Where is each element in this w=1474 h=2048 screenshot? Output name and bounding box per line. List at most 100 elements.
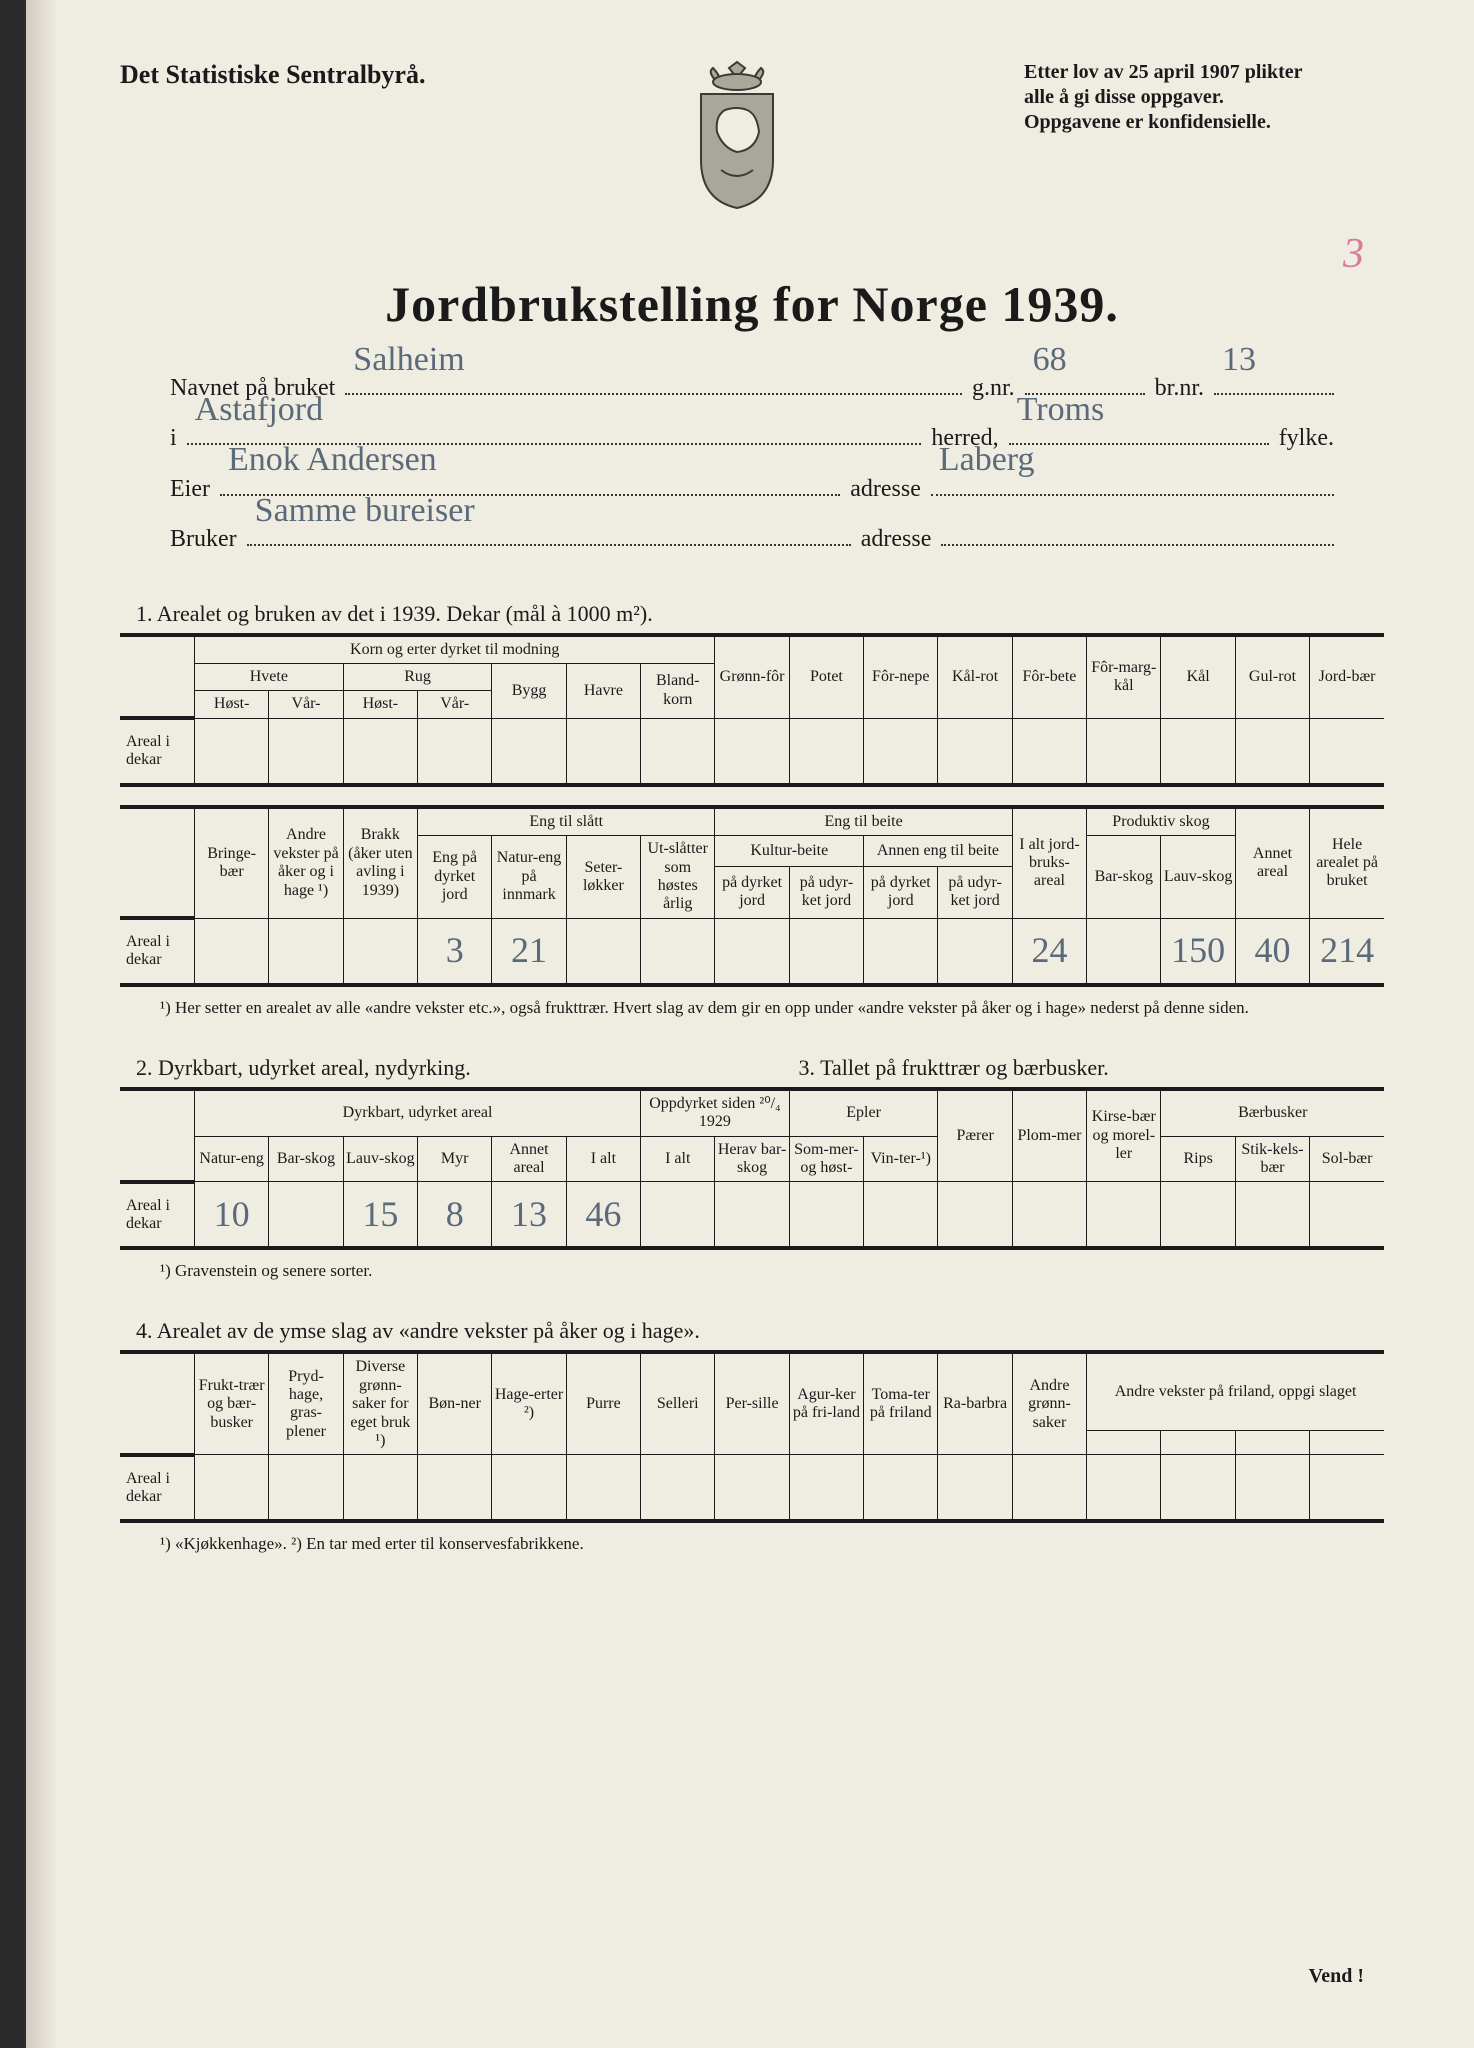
vend-instruction: Vend ! xyxy=(1309,1965,1364,1988)
coat-of-arms-emblem xyxy=(677,60,797,215)
th-annen-beite: Annen eng til beite xyxy=(864,836,1013,867)
th-plommer: Plom-mer xyxy=(1012,1089,1086,1182)
th2-myr: Myr xyxy=(418,1136,492,1182)
pink-stamp-number: 3 xyxy=(1343,230,1364,278)
th-prod-skog: Produktiv skog xyxy=(1087,807,1236,836)
footnote-4: ¹) «Kjøkkenhage». ²) En tar med erter ti… xyxy=(160,1533,1384,1555)
th-eng-slaatt: Eng til slått xyxy=(418,807,715,836)
navnet-value: Salheim xyxy=(353,324,464,395)
th4-diverse: Diverse grønn-saker for eget bruk ¹) xyxy=(343,1352,417,1454)
census-form-page: Det Statistiske Sentralbyrå. Etter lov a… xyxy=(0,0,1474,2048)
th2-barskog: Bar-skog xyxy=(269,1136,343,1182)
th-bygg: Bygg xyxy=(492,663,566,718)
th-ab-dyrket: på dyrket jord xyxy=(864,867,938,919)
th-kulturbeite: Kultur-beite xyxy=(715,836,864,867)
th2-natureng: Natur-eng xyxy=(195,1136,269,1182)
brnr-label: br.nr. xyxy=(1155,363,1204,413)
th4-prydhage: Pryd-hage, gras-plener xyxy=(269,1352,343,1454)
brnr-value: 13 xyxy=(1222,324,1256,395)
th-rug-var: Vår- xyxy=(418,691,492,718)
th-dyrkbart-group: Dyrkbart, udyrket areal xyxy=(195,1089,641,1136)
th-hvete-host: Høst- xyxy=(195,691,269,718)
v-natureng: 21 xyxy=(492,918,566,985)
th3-rips: Rips xyxy=(1161,1136,1235,1182)
v2-myr: 8 xyxy=(418,1182,492,1249)
th4-andre-friland: Andre vekster på friland, oppgi slaget xyxy=(1087,1352,1384,1430)
law-line-1: Etter lov av 25 april 1907 plikter xyxy=(1024,60,1384,85)
th-paerer: Pærer xyxy=(938,1089,1012,1182)
th-havre: Havre xyxy=(566,663,640,718)
eier-adresse-value: Laberg xyxy=(939,424,1035,495)
th4-purre: Purre xyxy=(566,1352,640,1454)
th-epler: Epler xyxy=(789,1089,938,1136)
th-eng-dyrket: Eng på dyrket jord xyxy=(418,836,492,919)
section-3-heading: 3. Tallet på frukttrær og bærbusker. xyxy=(768,1055,1385,1081)
th3-sommer: Som-mer-og høst- xyxy=(789,1136,863,1182)
th-hvete: Hvete xyxy=(195,663,344,690)
th4-andre-gronn: Andre grønn-saker xyxy=(1012,1352,1086,1454)
section-4-heading: 4. Arealet av de ymse slag av «andre vek… xyxy=(136,1318,1384,1344)
th4-rabarbra: Ra-barbra xyxy=(938,1352,1012,1454)
line-bruker: Bruker Samme bureiser adresse xyxy=(170,514,1334,564)
th-hvete-var: Vår- xyxy=(269,691,343,718)
th2-opp-herav: Herav bar-skog xyxy=(715,1136,789,1182)
th-kirsebaer: Kirse-bær og morel-ler xyxy=(1087,1089,1161,1182)
th2-lauvskog: Lauv-skog xyxy=(343,1136,417,1182)
th-brakk: Brakk (åker uten avling i 1939) xyxy=(343,807,417,918)
law-note: Etter lov av 25 april 1907 plikter alle … xyxy=(1024,60,1384,135)
th-gulrot: Gul-rot xyxy=(1235,635,1309,719)
th-kb-udyrket: på udyr-ket jord xyxy=(789,867,863,919)
th-korn-group: Korn og erter dyrket til modning xyxy=(195,635,715,664)
th-jordbaer: Jord-bær xyxy=(1310,635,1384,719)
rowlabel-4: Areal i dekar xyxy=(120,1455,195,1522)
th4-persille: Per-sille xyxy=(715,1352,789,1454)
v2-annet: 13 xyxy=(492,1182,566,1249)
th-potet: Potet xyxy=(789,635,863,719)
v2-ialt: 46 xyxy=(566,1182,640,1249)
line-navnet: Navnet på bruket Salheim g.nr. 68 br.nr.… xyxy=(170,363,1334,413)
th4-bonner: Bøn-ner xyxy=(418,1352,492,1454)
section-1-heading: 1. Arealet og bruken av det i 1939. Deka… xyxy=(136,601,1384,627)
table-2-3: Dyrkbart, udyrket areal Oppdyrket siden … xyxy=(120,1087,1384,1251)
th4-frukt: Frukt-trær og bær-busker xyxy=(195,1352,269,1454)
th-annet-areal: Annet areal xyxy=(1235,807,1309,918)
law-line-3: Oppgavene er konfidensielle. xyxy=(1024,110,1384,135)
th-ab-udyrket: på udyr-ket jord xyxy=(938,867,1012,919)
th-kb-dyrket: på dyrket jord xyxy=(715,867,789,919)
th2-annet: Annet areal xyxy=(492,1136,566,1182)
th4-agurker: Agur-ker på fri-land xyxy=(789,1352,863,1454)
v2-lauvskog: 15 xyxy=(343,1182,417,1249)
table-4: Frukt-trær og bær-busker Pryd-hage, gras… xyxy=(120,1350,1384,1523)
eier-label: Eier xyxy=(170,464,210,514)
v-annet: 40 xyxy=(1235,918,1309,985)
adresse-label-1: adresse xyxy=(850,464,921,514)
th-andre-vekster: Andre vekster på åker og i hage ¹) xyxy=(269,807,343,918)
table-1b: Bringe-bær Andre vekster på åker og i ha… xyxy=(120,805,1384,987)
footnote-2: ¹) Gravenstein og senere sorter. xyxy=(160,1260,1384,1282)
th-rug-host: Høst- xyxy=(343,691,417,718)
law-line-2: alle å gi disse oppgaver. xyxy=(1024,85,1384,110)
th-rug: Rug xyxy=(343,663,492,690)
th2-opp-ialt: I alt xyxy=(641,1136,715,1182)
th-lauvskog: Lauv-skog xyxy=(1161,836,1235,919)
v-hele: 214 xyxy=(1310,918,1384,985)
th-ialt-jordbruk: I alt jord-bruks-areal xyxy=(1012,807,1086,918)
section-2-heading: 2. Dyrkbart, udyrket areal, nydyrking. xyxy=(136,1055,752,1081)
rowlabel-2: Areal i dekar xyxy=(120,1182,195,1249)
rowlabel-1a: Areal i dekar xyxy=(120,718,195,785)
th-barskog: Bar-skog xyxy=(1087,836,1161,919)
th3-solbaer: Sol-bær xyxy=(1310,1136,1384,1182)
footnote-1: ¹) Her setter en arealet av alle «andre … xyxy=(160,997,1384,1019)
info-block: Navnet på bruket Salheim g.nr. 68 br.nr.… xyxy=(120,363,1384,565)
th2-ialt: I alt xyxy=(566,1136,640,1182)
main-title: Jordbrukstelling for Norge 1939. xyxy=(120,275,1384,333)
th3-stikkels: Stik-kels-bær xyxy=(1235,1136,1309,1182)
bruker-label: Bruker xyxy=(170,514,237,564)
th4-hageerter: Hage-erter ²) xyxy=(492,1352,566,1454)
section-2-3-row: 2. Dyrkbart, udyrket areal, nydyrking. 3… xyxy=(120,1019,1384,1087)
i-label: i xyxy=(170,413,177,463)
bruker-value: Samme bureiser xyxy=(255,475,475,546)
th-blandkorn: Bland-korn xyxy=(641,663,715,718)
adresse-label-2: adresse xyxy=(861,514,932,564)
table-1a: Korn og erter dyrket til modning Grønn-f… xyxy=(120,633,1384,787)
